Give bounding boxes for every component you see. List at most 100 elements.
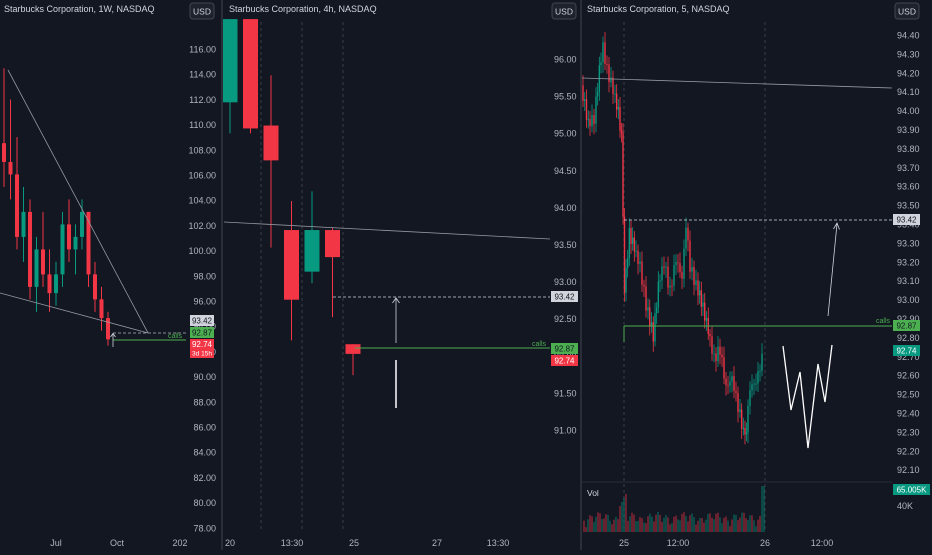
candle-body	[602, 42, 604, 63]
candle-body	[655, 307, 658, 314]
candle-body	[731, 376, 733, 382]
y-tick-label: 92.50	[554, 314, 577, 324]
y-tick-label: 92.10	[897, 465, 920, 475]
volume-bar	[623, 498, 625, 532]
candle-body	[657, 281, 660, 308]
5m-calls-label: calls	[876, 318, 891, 325]
y-tick-label: 93.50	[897, 201, 920, 211]
y-tick-label: 104.00	[188, 196, 216, 206]
weekly-y-axis: 116.00 114.00 112.00 110.00 108.00 106.00 104.…	[188, 45, 216, 534]
candle-body	[719, 346, 721, 355]
y-tick-label: 93.00	[554, 277, 577, 287]
volume-bar	[653, 521, 655, 532]
volume-bar	[665, 514, 667, 532]
5m-currency-button[interactable]	[894, 2, 920, 20]
volume-bar	[669, 524, 671, 532]
4h-currency-label: USD	[555, 7, 573, 17]
5m-arrow-up-head	[833, 222, 840, 230]
candle-body	[628, 227, 631, 259]
y-tick-label: 98.00	[193, 271, 216, 281]
5m-volume-bars	[583, 486, 765, 532]
candle-body	[582, 85, 584, 101]
y-tick-label: 112.00	[189, 95, 216, 105]
y-tick-label: 114.00	[189, 70, 216, 80]
4h-calls-badge	[551, 343, 578, 354]
volume-bar	[723, 517, 725, 532]
candle-body	[681, 272, 683, 279]
x-tick-label: 12:00	[667, 538, 690, 548]
4h-y-axis: 96.00 95.50 95.00 94.50 94.00 93.50 93.00 92.50…	[554, 55, 577, 436]
volume-bar	[753, 520, 755, 532]
weekly-title: Starbucks Corporation, 1W, NASDAQ	[4, 4, 155, 14]
candle-body	[99, 299, 104, 319]
4h-arrow-up-head	[392, 297, 400, 304]
candle-body	[753, 383, 755, 385]
candle-body	[263, 125, 279, 161]
candle-body	[691, 267, 693, 272]
candle-body	[679, 263, 681, 273]
4h-currency-button[interactable]	[551, 2, 577, 20]
candle-body	[639, 261, 641, 264]
candle-body	[284, 230, 299, 300]
volume-bar	[593, 521, 595, 532]
candle-body	[650, 322, 653, 326]
volume-bar	[649, 513, 651, 532]
volume-bar	[595, 516, 597, 532]
x-tick-label: 202	[172, 538, 187, 548]
candle-body	[626, 258, 629, 269]
volume-bar	[705, 519, 707, 532]
candle-body	[725, 378, 727, 386]
weekly-arrow-head	[110, 332, 116, 338]
y-tick-label: 78.00	[193, 523, 216, 533]
y-tick-label: 93.30	[897, 238, 920, 248]
volume-bar	[619, 506, 621, 532]
candle-body	[685, 227, 687, 249]
pane-4h: calls Starbucks Corporation, 4h, NASDAQ …	[222, 2, 578, 548]
volume-bar	[701, 518, 703, 532]
candle-body	[106, 318, 110, 340]
5m-trendline	[581, 77, 893, 89]
weekly-currency-button[interactable]	[189, 2, 215, 20]
volume-bar	[689, 515, 691, 532]
candle-body	[584, 99, 586, 101]
y-tick-label: 92.50	[897, 390, 920, 400]
volume-bar	[711, 517, 713, 532]
pane-5m: calls Vol Starbucks Corporation, 5, NASD…	[581, 2, 930, 548]
candle-body	[729, 381, 731, 386]
weekly-trendline-lower	[0, 292, 149, 334]
volume-bar	[611, 524, 613, 532]
volume-bar	[747, 520, 749, 532]
candle-body	[635, 250, 637, 252]
volume-bar	[637, 520, 639, 532]
candle-body	[744, 427, 746, 435]
volume-bar	[693, 517, 695, 532]
candle-body	[683, 248, 685, 279]
candle-body	[697, 280, 699, 296]
volume-bar	[587, 519, 589, 532]
candle-body	[715, 353, 717, 362]
weekly-x-axis: Jul Oct 202	[50, 538, 187, 548]
candle-body	[757, 371, 759, 384]
5m-volume-title: Vol	[587, 488, 599, 498]
y-tick-label: 93.20	[897, 257, 920, 267]
y-tick-label: 84.00	[193, 448, 216, 458]
candle-body	[647, 307, 649, 311]
volume-bar	[697, 520, 699, 532]
volume-bar	[621, 502, 623, 532]
volume-bar	[761, 486, 763, 532]
candle-body	[749, 390, 751, 406]
5m-currency-label: USD	[898, 7, 916, 17]
candle-body	[705, 317, 708, 321]
candle-body	[755, 383, 757, 385]
volume-bar	[685, 515, 687, 532]
volume-bar	[639, 517, 641, 532]
volume-bar	[631, 512, 633, 532]
volume-bar	[651, 516, 653, 532]
volume-bar	[709, 513, 711, 532]
volume-bar	[749, 515, 751, 532]
volume-bar	[679, 520, 681, 532]
5m-volume-badge	[893, 484, 930, 495]
candle-body	[637, 250, 639, 264]
5m-calls-badge	[893, 320, 920, 331]
